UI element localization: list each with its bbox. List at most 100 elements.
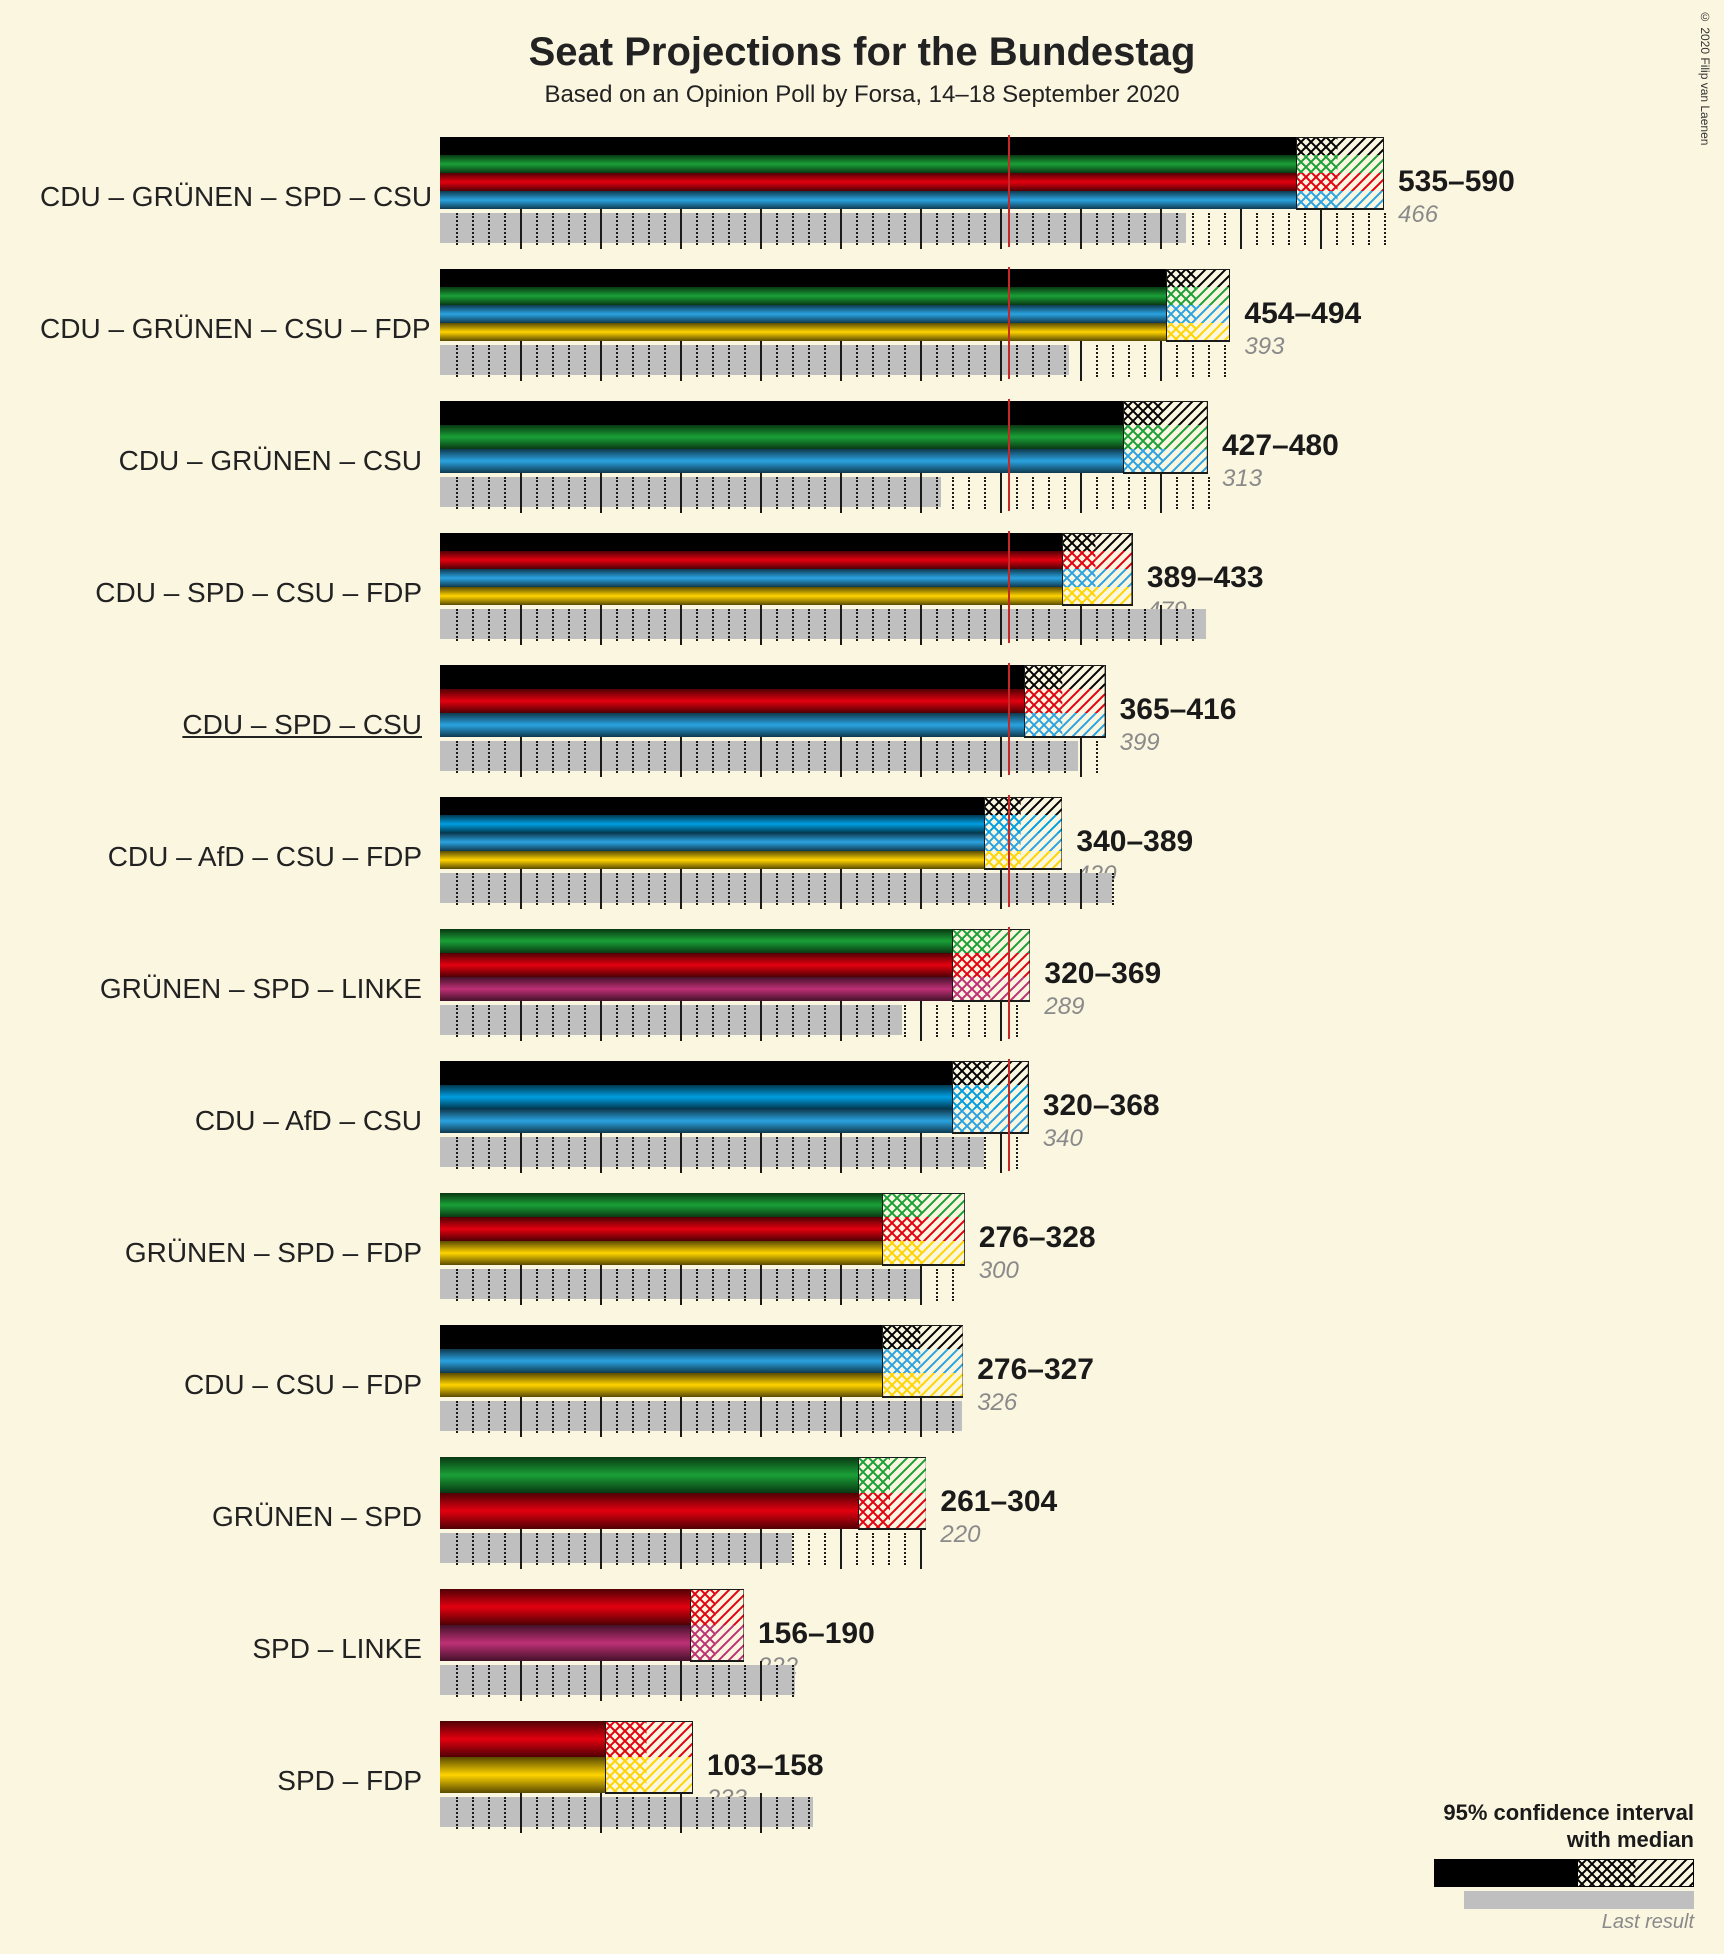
ci-hatch-icon (1062, 533, 1132, 653)
ci-hatch-icon (952, 929, 1030, 1049)
coalition-row: CDU – AfD – CSU320–368340 (40, 1061, 1684, 1181)
party-bar (440, 833, 984, 851)
coalition-row: CDU – GRÜNEN – CSU – FDP454–494393 (40, 269, 1684, 389)
range-text: 535–590 (1398, 165, 1515, 200)
party-bar (440, 1085, 952, 1109)
bar-stack (440, 401, 1123, 473)
chart-legend: 95% confidence interval with median Last… (1434, 1800, 1694, 1934)
bar-stack (440, 1589, 690, 1661)
value-labels: 535–590466 (1398, 165, 1515, 229)
majority-line (1008, 267, 1010, 379)
party-bar (440, 533, 1062, 551)
party-bar (440, 569, 1062, 587)
bar-area (440, 533, 1400, 653)
last-result-bar (440, 1005, 902, 1035)
coalition-row: SPD – LINKE156–190222 (40, 1589, 1684, 1709)
coalition-label: SPD – FDP (40, 1765, 440, 1797)
party-bar (440, 155, 1296, 173)
majority-line (1008, 663, 1010, 775)
party-bar (440, 953, 952, 977)
bar-area (440, 269, 1400, 389)
majority-line (1008, 927, 1010, 1039)
last-result-bar (440, 1533, 792, 1563)
coalition-label: GRÜNEN – SPD – LINKE (40, 973, 440, 1005)
party-bar (440, 173, 1296, 191)
majority-line (1008, 399, 1010, 511)
party-bar (440, 713, 1024, 737)
coalition-label: CDU – SPD – CSU – FDP (40, 577, 440, 609)
legend-last-label: Last result (1434, 1911, 1694, 1934)
coalition-row: GRÜNEN – SPD261–304220 (40, 1457, 1684, 1577)
party-bar (440, 287, 1166, 305)
ci-hatch-icon (882, 1193, 965, 1313)
party-bar (440, 851, 984, 869)
party-bar (440, 797, 984, 815)
ci-hatch-icon (605, 1721, 693, 1841)
coalition-label: CDU – CSU – FDP (40, 1369, 440, 1401)
legend-ci-line2: with median (1567, 1827, 1694, 1852)
party-bar (440, 191, 1296, 209)
majority-line (1008, 135, 1010, 247)
party-bar (440, 1193, 882, 1217)
chart-title: Seat Projections for the Bundestag (40, 30, 1684, 75)
party-bar (440, 1061, 952, 1085)
party-bar (440, 449, 1123, 473)
coalition-label: CDU – SPD – CSU (40, 709, 440, 741)
coalition-label: CDU – GRÜNEN – SPD – CSU (40, 181, 440, 213)
party-bar (440, 305, 1166, 323)
bar-stack (440, 1325, 882, 1397)
party-bar (440, 977, 952, 1001)
coalition-label: GRÜNEN – SPD (40, 1501, 440, 1533)
party-bar (440, 587, 1062, 605)
coalition-label: CDU – AfD – CSU (40, 1105, 440, 1137)
bar-area (440, 1457, 1400, 1577)
majority-line (1008, 1059, 1010, 1171)
party-bar (440, 1217, 882, 1241)
last-result-bar (440, 477, 941, 507)
bar-area (440, 929, 1400, 1049)
party-bar (440, 929, 952, 953)
majority-line (1008, 795, 1010, 907)
coalition-row: CDU – AfD – CSU – FDP340–389420 (40, 797, 1684, 917)
coalition-label: GRÜNEN – SPD – FDP (40, 1237, 440, 1269)
coalition-label: SPD – LINKE (40, 1633, 440, 1665)
party-bar (440, 401, 1123, 425)
bar-area (440, 137, 1400, 257)
coalition-label: CDU – AfD – CSU – FDP (40, 841, 440, 873)
party-bar (440, 1325, 882, 1349)
party-bar (440, 1625, 690, 1661)
party-bar (440, 1373, 882, 1397)
coalition-row: CDU – GRÜNEN – CSU427–480313 (40, 401, 1684, 521)
legend-ci-line1: 95% confidence interval (1443, 1800, 1694, 1825)
legend-ci-bar (1434, 1859, 1694, 1887)
bar-area (440, 1193, 1400, 1313)
legend-hatch-icon (1577, 1859, 1694, 1887)
bar-area (440, 1721, 1400, 1841)
party-bar (440, 425, 1123, 449)
bar-stack (440, 533, 1062, 605)
coalition-row: CDU – GRÜNEN – SPD – CSU 535–590466 (40, 137, 1684, 257)
last-result-bar (440, 345, 1069, 375)
coalition-label: CDU – GRÜNEN – CSU (40, 445, 440, 477)
bar-area (440, 797, 1400, 917)
legend-ci-label: 95% confidence interval with median (1434, 1800, 1694, 1853)
party-bar (440, 137, 1296, 155)
ci-hatch-icon (1024, 665, 1106, 785)
party-bar (440, 1457, 858, 1493)
party-bar (440, 815, 984, 833)
last-result-bar (440, 213, 1186, 243)
ci-hatch-icon (1123, 401, 1208, 521)
party-bar (440, 1589, 690, 1625)
ci-hatch-icon (952, 1061, 1029, 1181)
party-bar (440, 1493, 858, 1529)
bar-area (440, 401, 1400, 521)
ci-hatch-icon (1296, 137, 1384, 257)
party-bar (440, 551, 1062, 569)
party-bar (440, 323, 1166, 341)
bar-stack (440, 929, 952, 1001)
ci-hatch-icon (882, 1325, 964, 1445)
ci-hatch-icon (858, 1457, 927, 1577)
majority-line (1008, 531, 1010, 643)
bar-stack (440, 1721, 605, 1793)
ci-hatch-icon (1166, 269, 1230, 389)
